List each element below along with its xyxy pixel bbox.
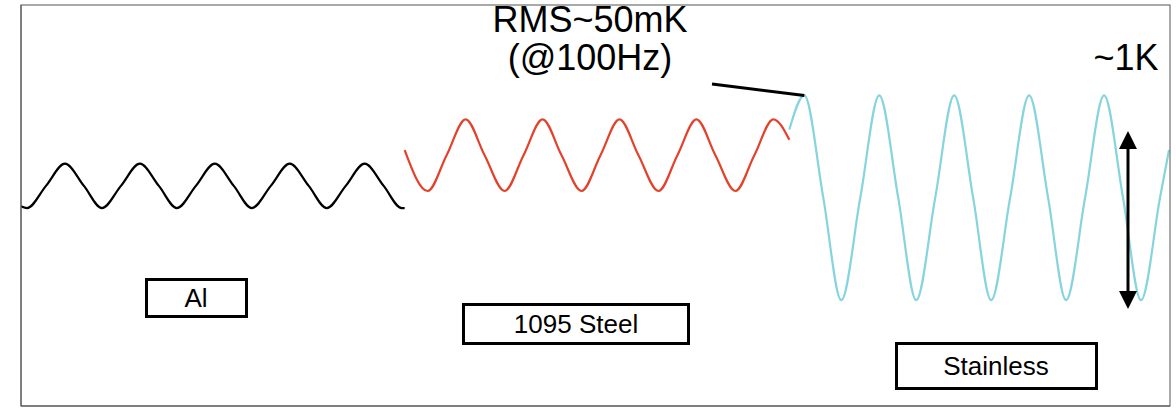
html-text:Al: Al bbox=[184, 282, 208, 313]
svg-text:RMS~50mK: RMS~50mK bbox=[492, 0, 687, 40]
svg-text:~1K: ~1K bbox=[1093, 37, 1158, 78]
html-text:Stainless: Stainless bbox=[943, 350, 1049, 381]
svg-text:(@100Hz): (@100Hz) bbox=[508, 37, 673, 78]
html-text:1095 Steel: 1095 Steel bbox=[513, 308, 639, 339]
